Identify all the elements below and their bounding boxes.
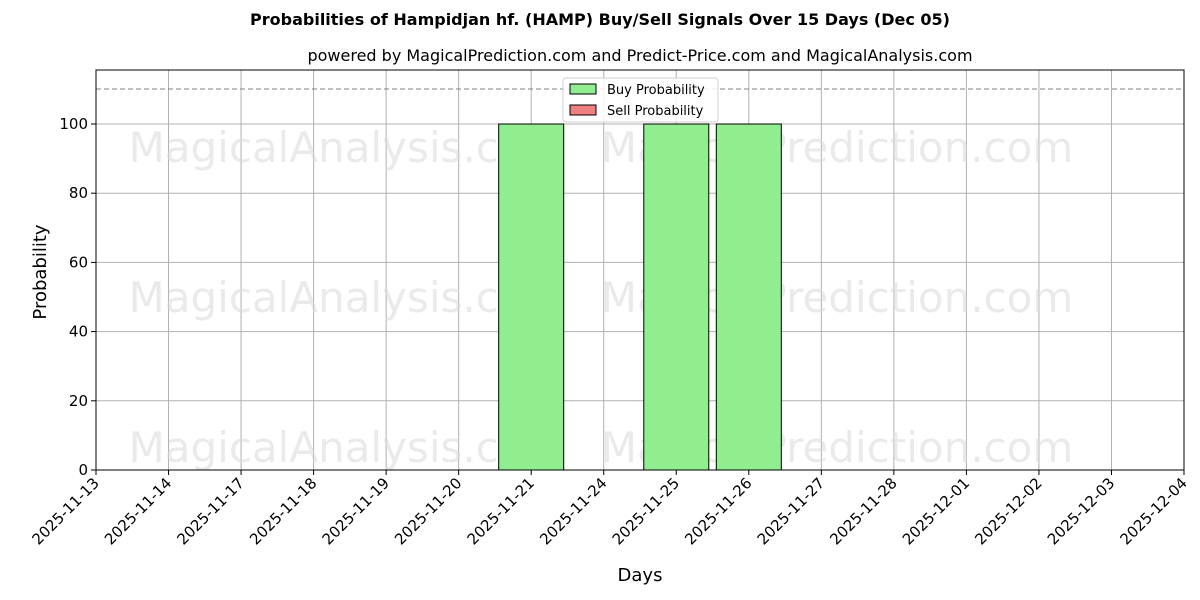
x-tick-label: 2025-12-04 — [1116, 474, 1190, 548]
x-axis: 2025-11-132025-11-142025-11-172025-11-18… — [28, 470, 1191, 548]
x-tick-label: 2025-11-14 — [101, 474, 175, 548]
x-tick-label: 2025-11-27 — [754, 474, 828, 548]
y-axis: 0 20 40 60 80 100 — [59, 115, 96, 479]
buy-bar — [643, 123, 710, 471]
x-tick-label: 2025-11-18 — [246, 474, 320, 548]
x-tick-label: 2025-11-20 — [391, 474, 465, 548]
watermark-text: MagicalAnalysis.com — [129, 273, 566, 322]
sell-legend-label: Sell Probability — [607, 104, 704, 119]
x-tick-label: 2025-11-21 — [464, 474, 538, 548]
y-tick-label: 20 — [69, 392, 88, 410]
buy-bar — [715, 123, 782, 471]
y-tick-label: 80 — [69, 184, 88, 202]
buy-legend-label: Buy Probability — [607, 83, 705, 98]
chart-title: Probabilities of Hampidjan hf. (HAMP) Bu… — [250, 10, 950, 29]
sell-legend-swatch — [569, 104, 597, 116]
y-tick-label: 0 — [78, 461, 88, 479]
watermark-text: MagicalAnalysis.com — [129, 123, 566, 172]
legend-box — [562, 77, 719, 123]
watermark-text: MagicalAnalysis.com — [129, 423, 566, 472]
y-tick-label: 40 — [69, 323, 88, 341]
x-tick-label: 2025-12-01 — [899, 474, 973, 548]
legend: Buy Probability Sell Probability — [562, 77, 719, 123]
x-tick-label: 2025-11-26 — [681, 474, 755, 548]
x-tick-label: 2025-11-13 — [28, 474, 102, 548]
chart-subtitle: powered by MagicalPrediction.com and Pre… — [307, 46, 973, 65]
bars — [498, 123, 782, 471]
buy-bar — [498, 123, 565, 471]
x-axis-label: Days — [618, 565, 663, 586]
x-tick-label: 2025-11-19 — [319, 474, 393, 548]
x-tick-label: 2025-11-28 — [826, 474, 900, 548]
y-axis-label: Probability — [30, 224, 51, 319]
x-tick-label: 2025-12-03 — [1044, 474, 1118, 548]
x-tick-label: 2025-11-17 — [174, 474, 248, 548]
plot-frame — [95, 69, 1185, 471]
x-tick-label: 2025-11-25 — [609, 474, 683, 548]
x-tick-label: 2025-12-02 — [971, 474, 1045, 548]
y-tick-label: 100 — [59, 115, 88, 133]
watermarks: MagicalAnalysis.com MagicalPrediction.com… — [129, 123, 1074, 472]
x-tick-label: 2025-11-24 — [536, 474, 610, 548]
buy-legend-swatch — [569, 83, 597, 95]
y-tick-label: 60 — [69, 253, 88, 271]
